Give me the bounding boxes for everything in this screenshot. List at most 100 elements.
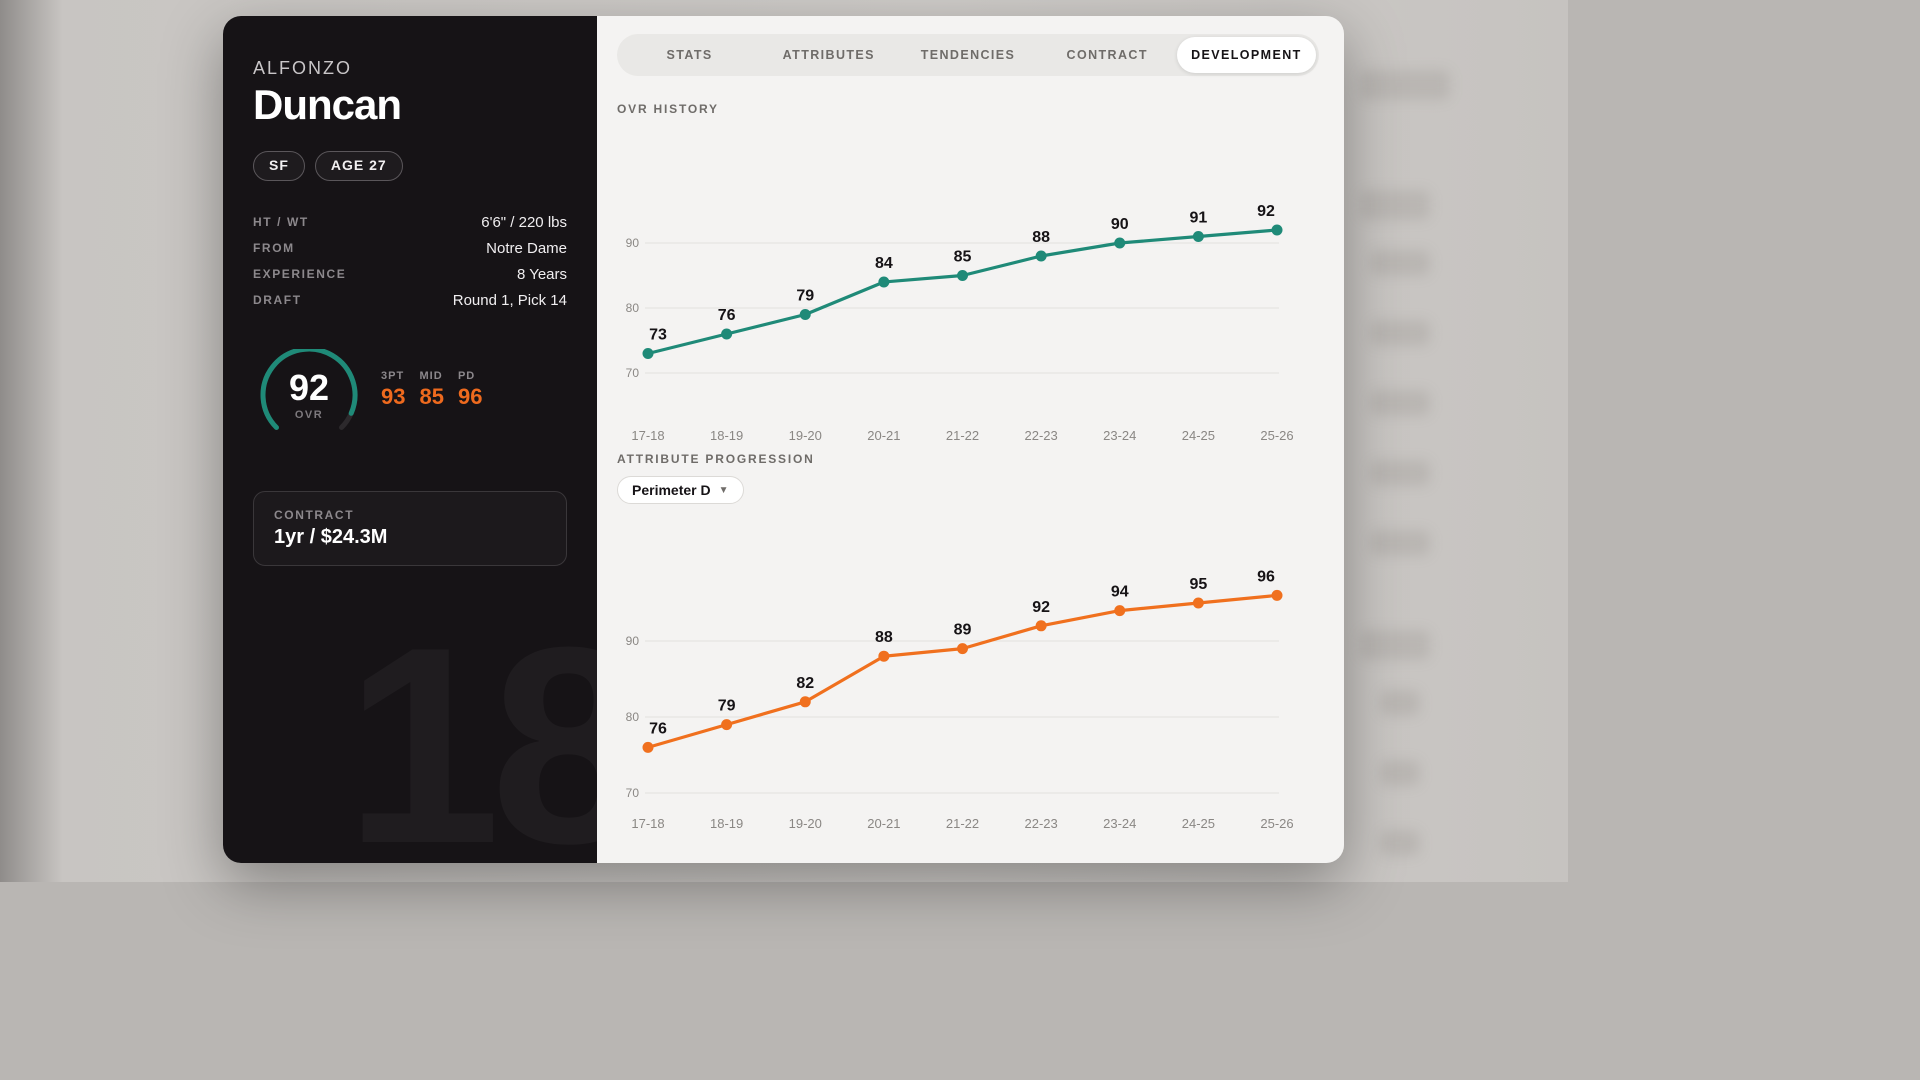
x-tick-label: 19-20: [789, 428, 822, 443]
ovr-label: OVR: [294, 409, 324, 421]
info-row-experience: EXPERIENCE 8 Years: [253, 261, 567, 287]
x-tick-label: 24-25: [1182, 816, 1215, 831]
sub-rating-key: PD: [457, 370, 476, 382]
y-tick-label: 80: [626, 710, 640, 724]
ovr-history-chart: 70 80 90 17-18 18-19 19-20 20-21 21-22 22-23 23-2…: [626, 203, 1294, 443]
attribute-select-dropdown[interactable]: Perimeter D ▼: [617, 476, 744, 504]
data-label: 91: [1189, 210, 1207, 227]
data-label: 76: [649, 720, 667, 737]
info-row-from: FROM Notre Dame: [253, 235, 567, 261]
info-value: 6'6" / 220 lbs: [481, 213, 567, 231]
data-point: [1035, 250, 1047, 262]
contract-label: CONTRACT: [274, 508, 355, 522]
data-label: 92: [1257, 203, 1275, 220]
sub-rating-value: 96: [457, 384, 483, 409]
tab-attributes[interactable]: ATTRIBUTES: [782, 48, 875, 62]
data-point: [1035, 620, 1047, 632]
ovr-history-title: OVR HISTORY: [617, 102, 719, 116]
data-point: [721, 719, 733, 731]
sub-rating-mid: MID 85: [419, 370, 443, 410]
ovr-value: 92: [288, 367, 330, 408]
info-key: EXPERIENCE: [253, 267, 347, 281]
x-tick-label: 22-23: [1025, 816, 1058, 831]
data-point: [1271, 589, 1283, 601]
x-tick-label: 17-18: [631, 816, 664, 831]
age-badge: AGE 27: [314, 151, 403, 181]
series-line: [646, 593, 1279, 749]
data-label: 92: [1032, 599, 1050, 616]
data-label: 79: [796, 288, 814, 305]
development-panel: STATS ATTRIBUTES TENDENCIES CONTRACT DEV…: [597, 16, 1344, 863]
tab-tendencies[interactable]: TENDENCIES: [920, 48, 1016, 62]
data-point: [1192, 597, 1204, 609]
data-label: 90: [1111, 216, 1129, 233]
data-label: 73: [649, 327, 667, 344]
info-value: Round 1, Pick 14: [452, 291, 567, 309]
info-key: DRAFT: [253, 293, 302, 307]
x-tick-label: 21-22: [946, 428, 979, 443]
x-tick-label: 21-22: [946, 816, 979, 831]
data-point: [642, 348, 654, 359]
x-tick-label: 17-18: [631, 428, 664, 443]
x-tick-label: 22-23: [1025, 428, 1058, 443]
attribute-progression-chart: 70 80 90 17-18 18-19 19-20 20-21 21-22 22-23 23-2…: [626, 568, 1294, 831]
info-value: Notre Dame: [486, 239, 567, 257]
contract-value: 1yr / $24.3M: [274, 526, 388, 548]
x-tick-label: 25-26: [1260, 428, 1293, 443]
data-point: [957, 270, 968, 281]
jersey-number-watermark: 18: [345, 590, 597, 863]
info-row-draft: DRAFT Round 1, Pick 14: [253, 287, 567, 313]
x-tick-label: 23-24: [1103, 816, 1136, 831]
data-label: 94: [1111, 584, 1129, 601]
player-summary-panel: 18 ALFONZO Duncan SF AGE 27 HT / WT 6'6"…: [223, 16, 597, 863]
player-last-name: Duncan: [253, 81, 402, 128]
data-label: 96: [1257, 568, 1275, 585]
data-point: [878, 276, 890, 288]
attribute-select-value: Perimeter D: [632, 482, 711, 498]
y-tick-label: 80: [626, 301, 640, 315]
data-point: [1114, 605, 1126, 617]
x-tick-label: 18-19: [710, 816, 743, 831]
data-point: [1192, 231, 1204, 242]
info-key: HT / WT: [253, 215, 309, 229]
info-key: FROM: [253, 241, 295, 255]
y-tick-label: 70: [626, 366, 640, 380]
attribute-progression-title: ATTRIBUTE PROGRESSION: [617, 452, 815, 466]
data-label: 76: [718, 307, 736, 324]
y-tick-label: 90: [626, 236, 640, 250]
data-label: 89: [954, 622, 972, 639]
y-tick-label: 70: [626, 786, 640, 800]
y-tick-label: 90: [626, 634, 640, 648]
data-label: 82: [796, 675, 814, 692]
position-badge: SF: [253, 151, 305, 181]
tab-contract[interactable]: CONTRACT: [1066, 48, 1148, 62]
data-label: 88: [875, 629, 893, 646]
x-tick-label: 20-21: [867, 428, 900, 443]
data-label: 85: [954, 249, 972, 266]
sub-ratings: 3PT 93 MID 85 PD 96: [381, 370, 482, 410]
x-tick-label: 19-20: [789, 816, 822, 831]
sub-rating-pd: PD 96: [458, 370, 482, 410]
info-value: 8 Years: [516, 265, 567, 283]
data-point: [799, 696, 811, 708]
tab-stats[interactable]: STATS: [666, 48, 713, 62]
ovr-gauge: 92 OVR: [257, 349, 361, 439]
data-point: [1114, 237, 1126, 249]
data-label: 79: [718, 698, 736, 715]
sub-rating-key: MID: [419, 370, 443, 382]
x-tick-label: 24-25: [1182, 428, 1215, 443]
tab-development[interactable]: DEVELOPMENT: [1176, 37, 1317, 73]
data-point: [1271, 224, 1283, 236]
data-label: 88: [1032, 229, 1050, 246]
data-point: [957, 643, 968, 655]
sub-rating-value: 93: [381, 384, 406, 409]
ratings-block: 92 OVR 3PT 93 MID 85 PD 96: [253, 349, 567, 439]
sub-rating-key: 3PT: [381, 370, 405, 382]
data-point: [721, 328, 733, 340]
sub-rating-3pt: 3PT 93: [381, 370, 405, 410]
chevron-down-icon: ▼: [718, 484, 729, 496]
sub-rating-value: 85: [419, 384, 444, 409]
x-tick-label: 20-21: [867, 816, 900, 831]
player-info-list: HT / WT 6'6" / 220 lbs FROM Notre Dame E…: [253, 209, 567, 313]
data-point: [642, 741, 654, 753]
